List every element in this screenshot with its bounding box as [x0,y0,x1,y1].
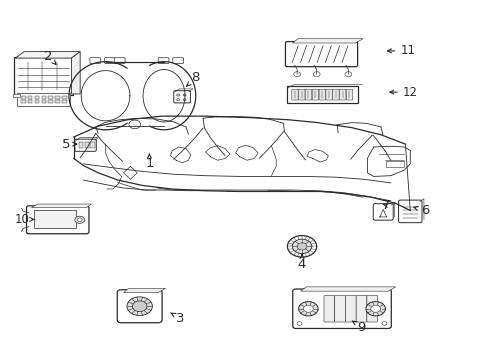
Circle shape [292,239,311,253]
Text: 6: 6 [413,204,428,217]
Bar [62,96,66,99]
FancyBboxPatch shape [298,89,305,100]
Circle shape [344,72,351,77]
Bar [48,96,53,99]
FancyBboxPatch shape [286,86,357,103]
FancyBboxPatch shape [173,91,190,103]
Text: 10: 10 [14,213,35,226]
Text: 8: 8 [186,71,200,86]
FancyBboxPatch shape [17,93,70,106]
Bar [35,96,39,99]
Polygon shape [300,287,395,291]
Circle shape [297,321,302,325]
Bar [28,100,32,103]
FancyBboxPatch shape [398,200,421,223]
FancyBboxPatch shape [117,290,162,323]
Circle shape [129,120,141,129]
Bar [21,100,25,103]
FancyBboxPatch shape [292,289,390,328]
Bar [55,96,60,99]
FancyBboxPatch shape [14,57,73,95]
Bar [41,100,46,103]
FancyBboxPatch shape [372,204,392,220]
FancyBboxPatch shape [334,296,345,322]
Circle shape [176,94,179,96]
Bar [55,100,60,103]
FancyBboxPatch shape [114,58,125,63]
FancyBboxPatch shape [305,89,311,100]
Text: 12: 12 [389,86,417,99]
FancyBboxPatch shape [285,41,357,67]
Circle shape [381,321,386,325]
Circle shape [298,302,318,316]
FancyBboxPatch shape [26,206,89,234]
FancyBboxPatch shape [332,89,338,100]
Circle shape [75,216,84,224]
Bar [41,96,46,99]
FancyBboxPatch shape [355,296,366,322]
FancyBboxPatch shape [345,296,355,322]
Bar [84,142,89,148]
Circle shape [303,305,313,312]
FancyBboxPatch shape [158,58,168,63]
Polygon shape [123,288,165,293]
Bar [48,100,53,103]
Text: 7: 7 [381,199,389,212]
Bar [13,94,20,97]
Bar [62,100,66,103]
Circle shape [132,301,147,312]
Circle shape [183,99,185,101]
Bar [79,142,83,148]
Circle shape [297,243,306,250]
Bar [28,96,32,99]
FancyBboxPatch shape [324,296,334,322]
FancyBboxPatch shape [75,139,96,151]
FancyBboxPatch shape [172,58,183,63]
FancyBboxPatch shape [325,89,331,100]
Polygon shape [71,51,80,94]
FancyBboxPatch shape [104,58,115,63]
FancyBboxPatch shape [366,296,377,322]
Circle shape [293,72,300,77]
Circle shape [77,218,82,222]
Text: 5: 5 [62,138,77,150]
Circle shape [127,297,152,316]
Text: 3: 3 [170,311,184,325]
Text: 4: 4 [297,255,305,271]
Bar [35,100,39,103]
Circle shape [313,72,320,77]
Bar [90,142,95,148]
FancyBboxPatch shape [312,89,318,100]
FancyBboxPatch shape [34,211,76,228]
Circle shape [287,235,316,257]
Text: 9: 9 [351,320,365,333]
FancyBboxPatch shape [291,89,298,100]
Polygon shape [15,51,80,58]
Circle shape [365,302,385,316]
FancyBboxPatch shape [346,89,352,100]
Circle shape [370,305,380,312]
Bar [21,96,25,99]
Bar [385,161,404,167]
FancyBboxPatch shape [339,89,345,100]
FancyBboxPatch shape [90,58,101,63]
Polygon shape [292,39,362,43]
Text: 11: 11 [386,44,414,57]
Circle shape [176,99,179,101]
Polygon shape [31,204,91,208]
FancyBboxPatch shape [319,89,325,100]
Circle shape [183,94,185,96]
Text: 2: 2 [44,50,56,64]
Text: 1: 1 [145,154,153,170]
